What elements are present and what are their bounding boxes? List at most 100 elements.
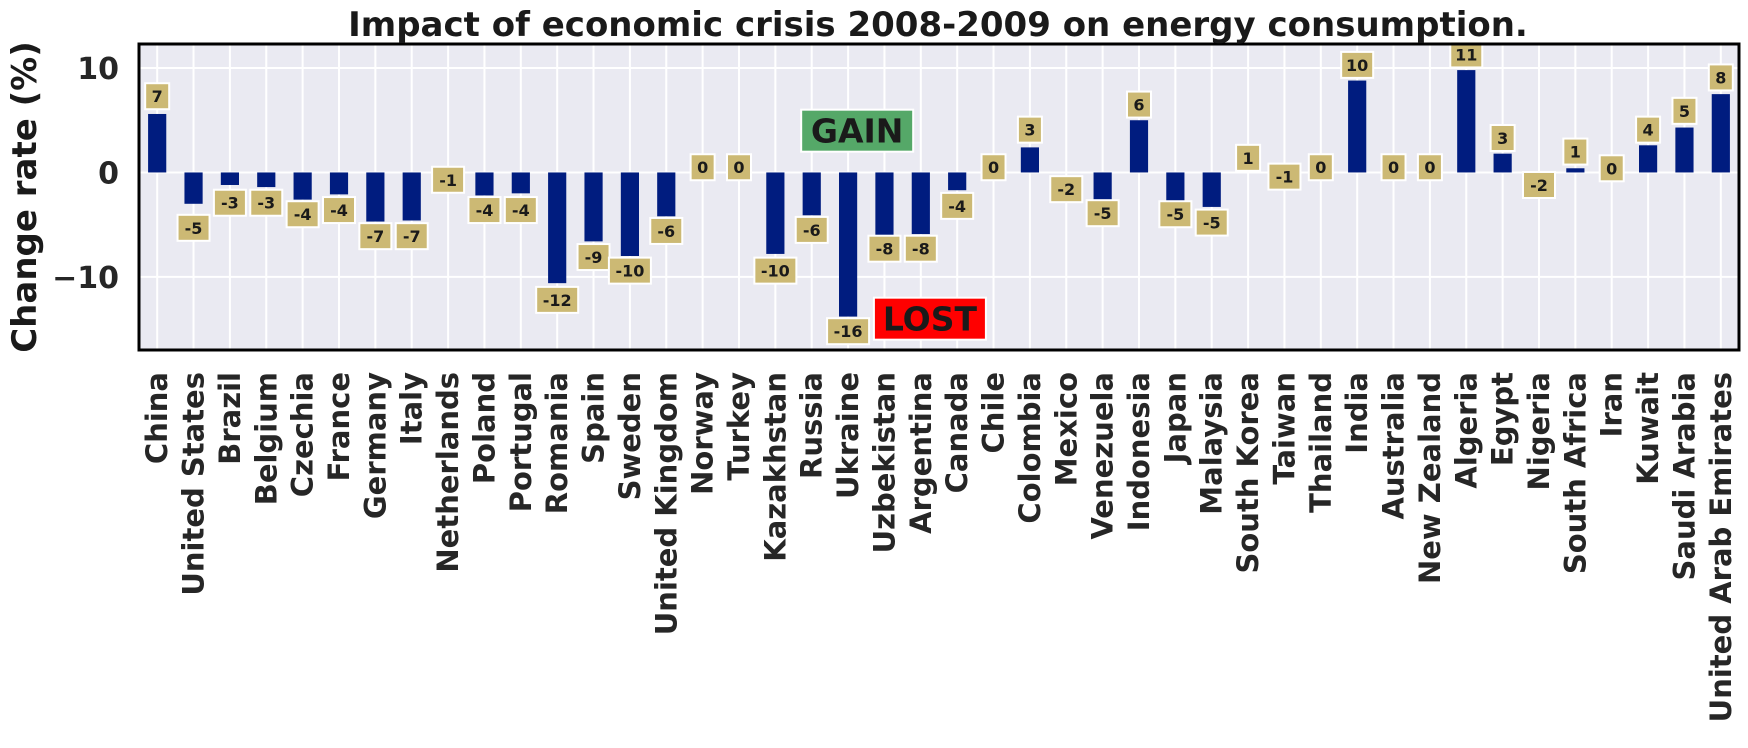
data-label: -4: [503, 196, 538, 225]
x-tick-label: France: [322, 372, 356, 481]
bar: [1348, 80, 1367, 173]
data-label: 11: [1449, 40, 1484, 69]
data-label-box: [1671, 96, 1698, 125]
data-label-box: [1235, 143, 1262, 172]
data-label-box: [576, 243, 611, 272]
data-label: -6: [794, 215, 829, 244]
data-label: -2: [1522, 170, 1556, 199]
bar: [220, 172, 239, 185]
x-tick-label: Nigeria: [1522, 372, 1556, 490]
data-label: -5: [176, 213, 211, 242]
data-label: -1: [431, 165, 466, 194]
data-label-text: 6: [1133, 96, 1144, 115]
data-label-text: -9: [585, 248, 603, 267]
x-tick-label: India: [1340, 372, 1374, 454]
plot-frame: [137, 42, 1741, 352]
x-tick-label: Brazil: [213, 372, 247, 465]
data-label-box: [1126, 90, 1152, 119]
data-label: 6: [1126, 90, 1152, 119]
bar: [548, 172, 567, 284]
bar: [366, 172, 385, 222]
data-label-box: [358, 222, 393, 251]
bar: [402, 172, 421, 221]
annotation-lost: LOST: [872, 296, 987, 341]
data-label: -8: [867, 234, 902, 263]
data-label: -5: [1158, 200, 1193, 229]
annotations: GAIN LOST: [800, 108, 987, 341]
bar: [257, 172, 276, 188]
data-label: -3: [212, 188, 247, 217]
data-label-text: 0: [1315, 158, 1326, 177]
data-label: 1: [1235, 143, 1262, 172]
data-label-text: 7: [152, 87, 163, 106]
data-label: -8: [903, 234, 938, 263]
x-tick-label: United Kingdom: [649, 372, 683, 635]
data-label-text: -1: [439, 171, 457, 190]
data-label-box: [535, 285, 580, 314]
data-label-box: [940, 191, 975, 220]
x-tick-label: Thailand: [1304, 372, 1338, 513]
x-tick-label: Canada: [940, 372, 974, 493]
data-label-text: 3: [1497, 129, 1508, 148]
data-label: -1: [1267, 162, 1302, 191]
bar: [1093, 172, 1112, 201]
data-label: -7: [358, 222, 393, 251]
data-label: -2: [1049, 175, 1084, 204]
bar: [875, 172, 894, 236]
data-label-box: [1194, 208, 1229, 237]
x-tick-label: Germany: [358, 372, 392, 519]
data-label-text: -8: [876, 240, 894, 259]
data-label-text: -3: [257, 194, 275, 213]
data-labels: 7-5-3 -3-4 -4-7 -7-1-4 -4-12-9-10-60 0-10-6-1…: [144, 40, 1734, 346]
bar: [1639, 145, 1658, 173]
data-label-box: [649, 216, 684, 245]
x-tick-label: New Zealand: [1413, 372, 1447, 584]
data-label-text: -5: [1203, 214, 1221, 233]
bar: [1566, 168, 1585, 173]
x-tick-label: Czechia: [286, 372, 320, 497]
data-label-box: [1562, 137, 1589, 166]
x-tick-label: Kuwait: [1631, 372, 1665, 485]
data-label-box: [1307, 153, 1334, 182]
data-label-text: 5: [1679, 102, 1690, 121]
data-label-box: [249, 188, 284, 217]
data-label-box: [867, 234, 902, 263]
data-label-text: 1: [1243, 149, 1254, 168]
data-label-box: [607, 256, 652, 285]
data-label-text: -4: [948, 197, 966, 216]
bar: [293, 172, 312, 200]
bar: [766, 172, 785, 254]
data-label-box: [1489, 123, 1516, 152]
data-label-box: [176, 213, 211, 242]
data-label-box: [1449, 40, 1484, 69]
data-label-text: 4: [1643, 121, 1654, 140]
x-tick-label: Netherlands: [431, 372, 465, 573]
data-label: -3: [249, 188, 284, 217]
x-tick-label: South Africa: [1558, 372, 1592, 574]
data-label: 7: [144, 82, 171, 111]
bar: [911, 172, 930, 235]
data-label-text: -2: [1530, 176, 1548, 195]
x-tick-label: Mexico: [1049, 372, 1083, 486]
bars: [148, 70, 1730, 317]
bar: [1457, 70, 1476, 173]
x-tick-label: Italy: [395, 372, 429, 445]
x-tick-label: United Arab Emirates: [1704, 372, 1738, 722]
annotation-text: GAIN: [811, 112, 904, 151]
data-label-box: [726, 153, 752, 182]
x-tick-label: Taiwan: [1267, 372, 1301, 485]
bar: [1202, 172, 1221, 207]
data-label-box: [1158, 200, 1193, 229]
data-label: 4: [1635, 115, 1662, 144]
data-label: 1: [1562, 137, 1589, 166]
data-label-box: [689, 153, 716, 182]
bar: [584, 172, 603, 242]
data-label-text: 0: [733, 158, 744, 177]
data-label-box: [1267, 162, 1302, 191]
annotation-text: LOST: [883, 300, 978, 339]
data-label-text: -10: [761, 262, 790, 281]
data-label-text: -12: [543, 291, 572, 310]
x-tick-label: Spain: [577, 372, 611, 464]
chart-title: Impact of economic crisis 2008-2009 on e…: [348, 5, 1528, 45]
